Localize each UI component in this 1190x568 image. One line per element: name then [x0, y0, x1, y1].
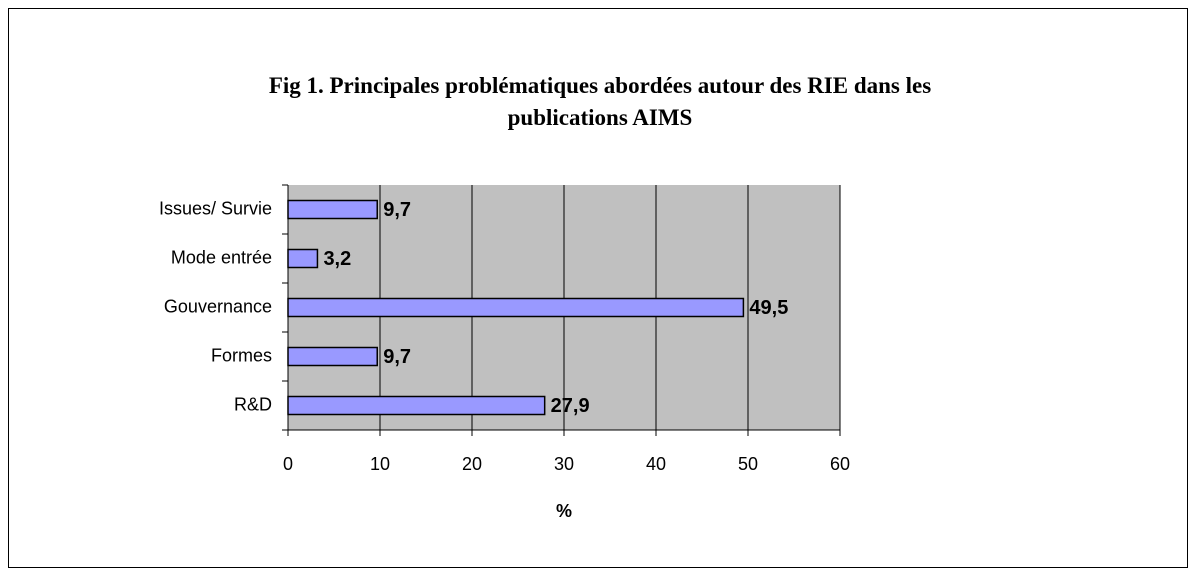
y-tick-label: Gouvernance	[164, 296, 272, 316]
bar	[287, 248, 319, 269]
x-tick-label: 50	[738, 454, 758, 474]
data-label: 9,7	[383, 199, 411, 221]
y-tick-label: Issues/ Survie	[159, 198, 272, 218]
bar	[287, 199, 378, 220]
data-label: 27,9	[551, 395, 590, 417]
y-tick-label: Mode entrée	[171, 247, 272, 267]
x-tick-label: 0	[283, 454, 293, 474]
bar	[287, 297, 745, 318]
x-tick-label: 60	[830, 454, 850, 474]
bar	[287, 346, 378, 367]
data-label: 9,7	[383, 346, 411, 368]
x-axis-label: %	[556, 501, 572, 521]
y-tick-label: Formes	[211, 345, 272, 365]
data-label: 3,2	[323, 248, 351, 270]
page: Fig 1. Principales problématiques abordé…	[8, 8, 1188, 568]
x-tick-label: 40	[646, 454, 666, 474]
chart: % 0 10 20 30 40 50 60 Issues/ Survie 9,7 Mode ent…	[159, 184, 850, 521]
x-tick-label: 10	[370, 454, 390, 474]
data-label: 49,5	[749, 297, 788, 319]
x-tick-label: 20	[462, 454, 482, 474]
chart-title: Fig 1. Principales problématiques abordé…	[268, 73, 932, 130]
x-tick-label: 30	[554, 454, 574, 474]
y-tick-label: R&D	[234, 394, 272, 414]
bar	[287, 395, 546, 416]
